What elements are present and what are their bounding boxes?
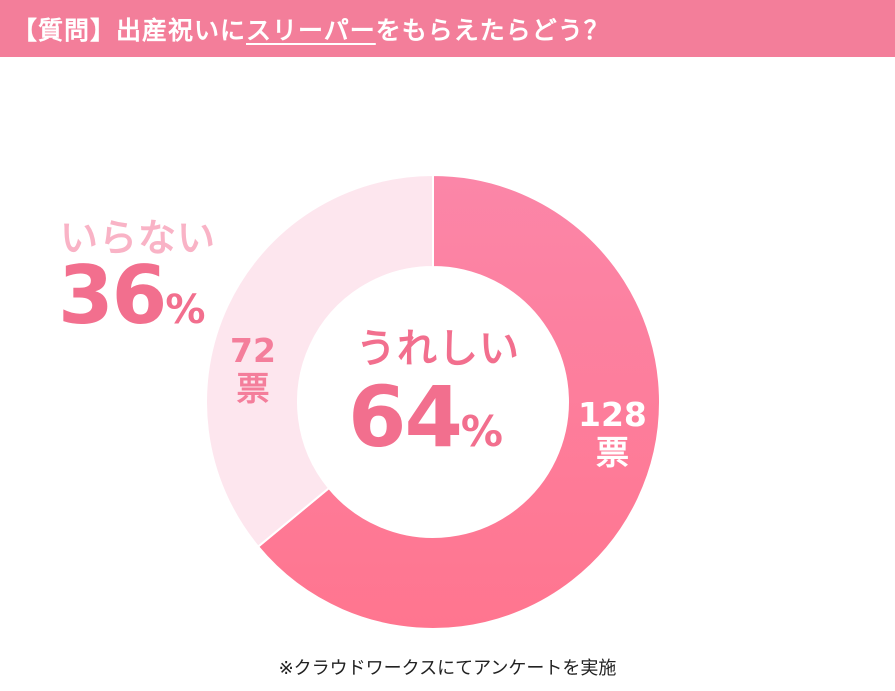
center-category-label: うれしい <box>356 326 520 372</box>
outer-category-label: いらない <box>60 216 217 260</box>
donut-slice-ureshii <box>256 173 661 630</box>
center-percent-symbol: % <box>460 407 503 456</box>
votes-count-ureshii: 128 <box>578 395 647 434</box>
question-title: 【質問】出産祝いに スリーパー をもらえたらどう？ <box>0 0 895 57</box>
outer-percent-label: 36% <box>58 249 205 342</box>
center-percent-label: 64% <box>348 368 503 466</box>
survey-footnote: ※クラウドワークスにてアンケートを実施 <box>278 658 617 679</box>
votes-count-iranai: 72 <box>230 331 276 370</box>
center-percent-value: 64 <box>348 368 463 466</box>
title-highlight: スリーパー <box>246 15 376 45</box>
votes-unit-ureshii: 票 <box>595 433 629 472</box>
title-suffix: をもらえたらどう？ <box>375 15 610 45</box>
votes-label-ureshii: 128 票 <box>578 396 647 472</box>
outer-percent-symbol: % <box>165 287 206 333</box>
donut-slice-iranai <box>205 173 434 549</box>
title-prefix: 【質問】出産祝いに <box>12 15 247 45</box>
outer-percent-value: 36 <box>58 249 167 342</box>
votes-label-iranai: 72 票 <box>230 332 276 408</box>
votes-unit-iranai: 票 <box>236 369 270 408</box>
